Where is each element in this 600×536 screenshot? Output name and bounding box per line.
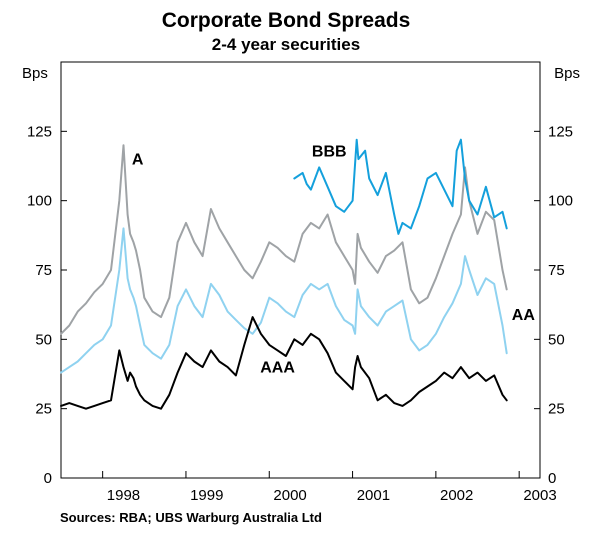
plot-frame (60, 61, 541, 479)
y-tick-label-left: 75 (35, 262, 52, 279)
series-line-aaa (60, 316, 508, 410)
y-tick-label-left: 100 (27, 193, 52, 210)
series-line-aa (60, 227, 508, 374)
y-tick-label-right: 50 (548, 331, 565, 348)
y-tick-label-left: 125 (27, 123, 52, 140)
y-tick-label-left: 25 (35, 401, 52, 418)
x-tick-label: 2000 (273, 487, 306, 504)
y-tick-label-right: 25 (548, 401, 565, 418)
x-tick-label: 2003 (523, 487, 556, 504)
x-tick-label: 1998 (107, 487, 140, 504)
chart-subtitle: 2-4 year securities (212, 35, 360, 54)
series-label-aaa: AAA (260, 360, 295, 377)
y-tick-label-left: 50 (35, 331, 52, 348)
x-tick-label: 1999 (190, 487, 223, 504)
y-axis-label-left: Bps (22, 65, 48, 82)
y-tick-label-right: 75 (548, 262, 565, 279)
x-tick-label: 2002 (440, 487, 473, 504)
series-label-aa: AA (512, 307, 536, 324)
y-tick-label-right: 100 (548, 193, 573, 210)
y-tick-label-right: 0 (548, 470, 556, 487)
y-tick-label-left: 0 (44, 470, 52, 487)
source-note: Sources: RBA; UBS Warburg Australia Ltd (60, 510, 322, 525)
series-label-bbb: BBB (312, 143, 347, 160)
series-label-a: A (132, 152, 144, 169)
y-tick-label-right: 125 (548, 123, 573, 140)
series-line-a (60, 144, 508, 335)
series-line-bbb (293, 138, 508, 235)
chart-title: Corporate Bond Spreads (162, 9, 411, 32)
y-axis-label-right: Bps (554, 65, 580, 82)
x-tick-label: 2001 (357, 487, 390, 504)
